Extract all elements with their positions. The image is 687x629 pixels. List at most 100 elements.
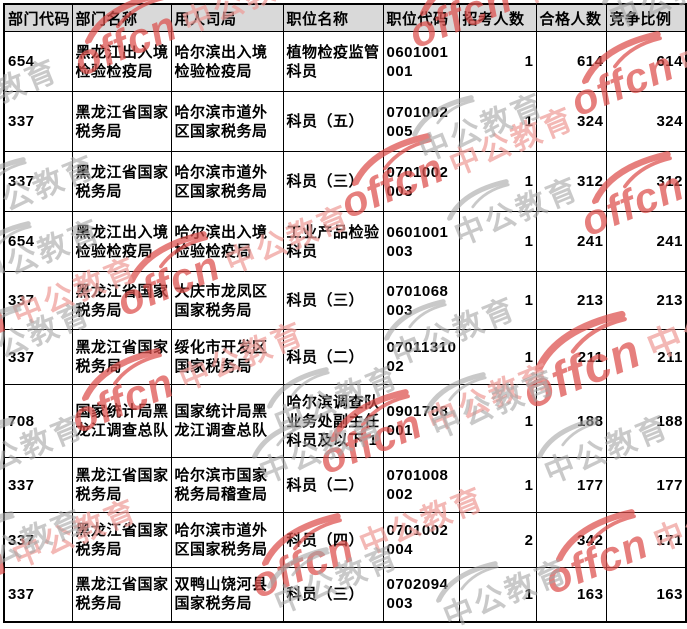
dept-name-cell: 黑龙江省国家税务局 [71,271,172,330]
dept-code-cell: 708 [3,384,73,458]
qualified-count-cell: 213 [535,271,607,330]
qualified-count-cell: 241 [535,211,607,272]
ratio-cell: 188 [605,384,687,458]
col-header-dept-name: 部门名称 [71,3,172,32]
position-name-cell: 植物检疫监管科员 [282,31,384,92]
qualified-count-cell: 614 [535,31,607,92]
col-header-qualified-count: 合格人数 [535,3,607,32]
col-header-recruit-count: 招考人数 [458,3,537,32]
qualified-count-cell: 211 [535,329,607,385]
dept-name-cell: 黑龙江省国家税务局 [71,512,172,568]
ratio-cell: 211 [605,329,687,385]
offcn-swoosh-icon [0,516,1,578]
position-code-cell: 0701002003 [382,151,460,212]
dept-name-cell: 国家统计局黑龙江调查总队 [71,384,172,458]
bureau-cell: 大庆市龙凤区国家税务局 [170,271,284,330]
bureau-cell: 国家统计局黑龙江调查总队 [170,384,284,458]
bureau-cell: 哈尔滨市道外区国家税务局 [170,512,284,568]
dept-name-cell: 黑龙江出入境检验检疫局 [71,31,172,92]
positions-table: 部门代码 部门名称 用人司局 职位名称 职位代码 招考人数 合格人数 竞争比例 … [3,3,687,623]
ratio-cell: 163 [605,567,687,622]
ratio-cell: 241 [605,211,687,272]
qualified-count-cell: 188 [535,384,607,458]
dept-code-cell: 337 [3,329,73,385]
table-row: 337 黑龙江省国家税务局 大庆市龙凤区国家税务局 科员（三） 0701068003 1 2… [3,271,687,330]
dept-code-cell: 337 [3,91,73,152]
position-name-cell: 科员（三） [282,567,384,622]
table-row: 337 黑龙江省国家税务局 哈尔滨市国家税务局稽查局 科员（二） 0701008002 1… [3,457,687,513]
qualified-count-cell: 342 [535,512,607,568]
ratio-cell: 324 [605,91,687,152]
table-row: 337 黑龙江省国家税务局 哈尔滨市道外区国家税务局 科员（四） 0701002004 2… [3,512,687,568]
table-row: 654 黑龙江出入境检验检疫局 哈尔滨出入境检验检疫局 工业产品检验科员 0601001… [3,211,687,272]
table-row: 708 国家统计局黑龙江调查总队 国家统计局黑龙江调查总队 哈尔滨调查队业务处副主任科… [3,384,687,458]
recruit-count-cell: 1 [458,567,537,622]
recruit-count-cell: 1 [458,384,537,458]
recruit-count-cell: 1 [458,457,537,513]
dept-code-cell: 337 [3,457,73,513]
position-code-cell: 0701008002 [382,457,460,513]
recruit-count-cell: 1 [458,91,537,152]
col-header-competition-ratio: 竞争比例 [605,3,687,32]
dept-name-cell: 黑龙江省国家税务局 [71,457,172,513]
recruit-count-cell: 1 [458,329,537,385]
bureau-cell: 哈尔滨市国家税务局稽查局 [170,457,284,513]
ratio-cell: 614 [605,31,687,92]
position-name-cell: 哈尔滨调查队业务处副主任科员及以下 1 [282,384,384,458]
recruit-count-cell: 1 [458,151,537,212]
bureau-cell: 哈尔滨市道外区国家税务局 [170,151,284,212]
ratio-cell: 312 [605,151,687,212]
position-name-cell: 科员（四） [282,512,384,568]
offcn-swoosh-icon [0,274,1,336]
bureau-cell: 哈尔滨市道外区国家税务局 [170,91,284,152]
position-name-cell: 科员（三） [282,151,384,212]
dept-code-cell: 654 [3,31,73,92]
bureau-cell: 绥化市开发区国家税务局 [170,329,284,385]
recruit-count-cell: 1 [458,31,537,92]
col-header-dept-code: 部门代码 [3,3,73,32]
recruit-count-cell: 2 [458,512,537,568]
position-name-cell: 工业产品检验科员 [282,211,384,272]
recruit-count-cell: 1 [458,211,537,272]
dept-code-cell: 337 [3,567,73,622]
position-name-cell: 科员（二） [282,457,384,513]
col-header-position-code: 职位代码 [382,3,460,32]
ratio-cell: 171 [605,512,687,568]
dept-name-cell: 黑龙江省国家税务局 [71,91,172,152]
table-row: 337 黑龙江省国家税务局 绥化市开发区国家税务局 科员（二） 0701131002 1 2… [3,329,687,385]
col-header-position-name: 职位名称 [282,3,384,32]
position-code-cell: 0701131002 [382,329,460,385]
position-code-cell: 0901708001 [382,384,460,458]
table-row: 337 黑龙江省国家税务局 哈尔滨市道外区国家税务局 科员（三） 0701002003 1… [3,151,687,212]
ratio-cell: 177 [605,457,687,513]
dept-name-cell: 黑龙江省国家税务局 [71,151,172,212]
dept-name-cell: 黑龙江省国家税务局 [71,329,172,385]
position-code-cell: 0702094003 [382,567,460,622]
qualified-count-cell: 324 [535,91,607,152]
position-code-cell: 0601001003 [382,211,460,272]
dept-code-cell: 337 [3,151,73,212]
dept-code-cell: 337 [3,271,73,330]
bureau-cell: 哈尔滨出入境检验检疫局 [170,211,284,272]
position-name-cell: 科员（二） [282,329,384,385]
position-name-cell: 科员（三） [282,271,384,330]
table-row: 654 黑龙江出入境检验检疫局 哈尔滨出入境检验检疫局 植物检疫监管科员 0601001… [3,31,687,92]
dept-code-cell: 654 [3,211,73,272]
dept-name-cell: 黑龙江省国家税务局 [71,567,172,622]
qualified-count-cell: 163 [535,567,607,622]
col-header-bureau: 用人司局 [170,3,284,32]
position-code-cell: 0601001001 [382,31,460,92]
position-code-cell: 0701002004 [382,512,460,568]
qualified-count-cell: 177 [535,457,607,513]
position-code-cell: 0701068003 [382,271,460,330]
dept-name-cell: 黑龙江出入境检验检疫局 [71,211,172,272]
bureau-cell: 双鸭山饶河县国家税务局 [170,567,284,622]
qualified-count-cell: 312 [535,151,607,212]
header-row: 部门代码 部门名称 用人司局 职位名称 职位代码 招考人数 合格人数 竞争比例 [3,3,687,32]
position-code-cell: 0701002005 [382,91,460,152]
ratio-cell: 213 [605,271,687,330]
position-name-cell: 科员（五） [282,91,384,152]
dept-code-cell: 337 [3,512,73,568]
table-row: 337 黑龙江省国家税务局 双鸭山饶河县国家税务局 科员（三） 0702094003 1 1… [3,567,687,622]
recruit-count-cell: 1 [458,271,537,330]
